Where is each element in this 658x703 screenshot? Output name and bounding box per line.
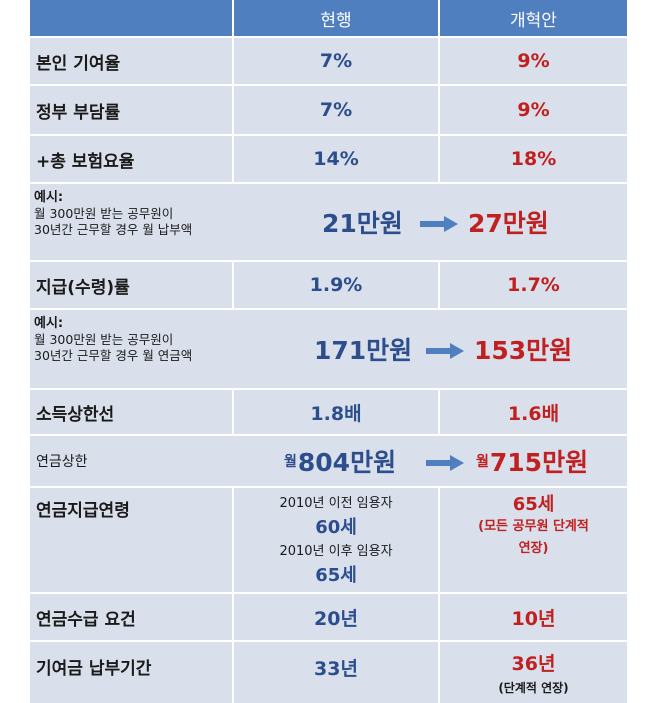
reform-note-2: 연장) bbox=[518, 541, 549, 556]
table-row-pension-age: 연금지급연령 2010년 이전 임용자 60세 2010년 이후 임용자 65세… bbox=[30, 488, 627, 592]
table-row-example-payment: 예시: 월 300만원 받는 공무원이 30년간 근무할 경우 월 납부액 21… bbox=[30, 184, 627, 260]
row-label: 연금상한 bbox=[36, 454, 88, 470]
table-row-eligibility: 연금수급 요건 20년 10년 bbox=[30, 594, 627, 640]
row-label: +총 보험요율 bbox=[36, 151, 135, 172]
example-line-1: 월 300만원 받는 공무원이 bbox=[34, 206, 174, 221]
row-label: 정부 부담률 bbox=[36, 102, 121, 123]
table-row-income-cap: 소득상한선 1.8배 1.6배 bbox=[30, 390, 627, 434]
reform-note: (단계적 연장) bbox=[498, 681, 569, 695]
reform-value: 715만원 bbox=[489, 448, 589, 477]
header-reform: 개혁안 bbox=[440, 0, 627, 36]
current-value: 804만원 bbox=[297, 448, 397, 477]
example-title: 예시: bbox=[34, 316, 64, 331]
pension-comparison-table: 현행 개혁안 본인 기여율 7% 9% 정부 부담률 7% 9% +총 보험요율… bbox=[30, 0, 627, 703]
reform-value: 27만원 bbox=[468, 209, 549, 238]
current-value: 7% bbox=[319, 50, 353, 72]
table-row-total-rate: +총 보험요율 14% 18% bbox=[30, 136, 627, 182]
current-value: 7% bbox=[319, 99, 353, 121]
reform-note-1: (모든 공무원 단계적 bbox=[478, 519, 589, 534]
reform-value: 9% bbox=[517, 50, 550, 72]
row-label: 소득상한선 bbox=[36, 404, 115, 425]
current-value: 33년 bbox=[314, 658, 358, 680]
current-value: 1.8배 bbox=[310, 402, 362, 425]
example-description: 예시: 월 300만원 받는 공무원이 30년간 근무할 경우 월 연금액 bbox=[34, 316, 192, 364]
example-line-2: 30년간 근무할 경우 월 연금액 bbox=[34, 348, 193, 363]
reform-value: 1.7% bbox=[507, 274, 560, 296]
current-value: 20년 bbox=[314, 607, 358, 630]
current-note-1: 2010년 이전 임용자 bbox=[279, 496, 393, 511]
right-arrow-icon bbox=[426, 343, 464, 359]
right-arrow-icon bbox=[420, 216, 458, 232]
example-description: 예시: 월 300만원 받는 공무원이 30년간 근무할 경우 월 납부액 bbox=[34, 190, 192, 238]
row-label: 기여금 납부기간 bbox=[36, 659, 152, 679]
table-row-government-rate: 정부 부담률 7% 9% bbox=[30, 86, 627, 134]
table-row-payout-rate: 지급(수령)률 1.9% 1.7% bbox=[30, 262, 627, 308]
current-prefix: 월 bbox=[284, 454, 297, 470]
current-note-2: 2010년 이후 임용자 bbox=[279, 544, 393, 559]
current-value-1: 60세 bbox=[315, 517, 357, 538]
row-label: 연금수급 요건 bbox=[36, 609, 136, 630]
row-label: 연금지급연령 bbox=[36, 501, 130, 521]
right-arrow-icon bbox=[426, 455, 464, 471]
row-label: 본인 기여율 bbox=[36, 53, 121, 74]
example-line-1: 월 300만원 받는 공무원이 bbox=[34, 332, 174, 347]
header-current: 현행 bbox=[234, 0, 438, 36]
reform-value: 10년 bbox=[511, 607, 556, 630]
reform-value: 1.6배 bbox=[507, 402, 560, 425]
reform-prefix: 월 bbox=[476, 454, 489, 470]
example-title: 예시: bbox=[34, 190, 64, 205]
reform-value: 153만원 bbox=[474, 336, 573, 365]
current-value-2: 65세 bbox=[315, 565, 357, 586]
table-row-pension-cap: 연금상한 월 804만원 월 715만원 bbox=[30, 436, 627, 486]
example-line-2: 30년간 근무할 경우 월 납부액 bbox=[34, 222, 193, 237]
table-row-contribution-period: 기여금 납부기간 33년 36년 (단계적 연장) bbox=[30, 642, 627, 703]
current-value: 171만원 bbox=[314, 336, 413, 365]
row-label: 지급(수령)률 bbox=[36, 277, 130, 298]
current-value: 1.9% bbox=[309, 274, 363, 296]
table-row-example-pension: 예시: 월 300만원 받는 공무원이 30년간 근무할 경우 월 연금액 17… bbox=[30, 310, 627, 388]
current-value: 14% bbox=[313, 148, 359, 170]
reform-value: 65세 bbox=[512, 494, 555, 515]
current-value: 21만원 bbox=[322, 209, 403, 238]
reform-value: 36년 bbox=[511, 653, 556, 675]
reform-value: 9% bbox=[517, 99, 550, 121]
table-row-contribution-rate: 본인 기여율 7% 9% bbox=[30, 38, 627, 84]
table-header: 현행 개혁안 bbox=[30, 0, 627, 36]
reform-value: 18% bbox=[510, 148, 557, 170]
header-blank bbox=[30, 0, 232, 36]
